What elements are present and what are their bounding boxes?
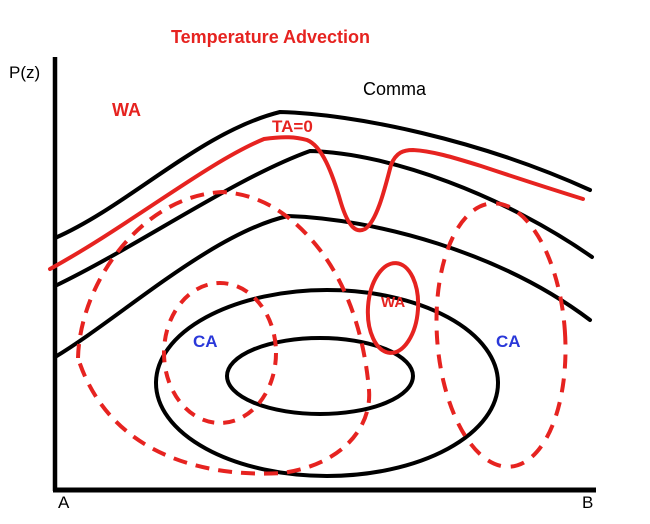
cold-pool-inner-ellipse [225, 336, 415, 416]
page-title: Temperature Advection [171, 27, 371, 47]
cold-advection-label-left: CA [193, 332, 218, 351]
dashed-isotherm-left-large [75, 189, 372, 476]
x-axis-end-label: B [582, 493, 594, 512]
warm-advection-label-center: WA [381, 294, 406, 311]
ta-zero-label: TA=0 [272, 117, 313, 136]
x-axis-start-label: A [58, 493, 70, 512]
comma-label: Comma [363, 79, 427, 99]
warm-advection-label-upper-left: WA [112, 100, 141, 120]
ta-zero-line [48, 135, 585, 271]
warm-advection-ellipse [365, 261, 421, 355]
contour-arc-top [53, 109, 592, 240]
y-axis-label: P(z) [9, 63, 41, 82]
dashed-isotherm-left-small [162, 281, 278, 425]
cold-advection-label-right: CA [496, 332, 521, 351]
cold-pool-outer-ellipse [154, 288, 500, 478]
dashed-isotherm-right [434, 201, 568, 469]
